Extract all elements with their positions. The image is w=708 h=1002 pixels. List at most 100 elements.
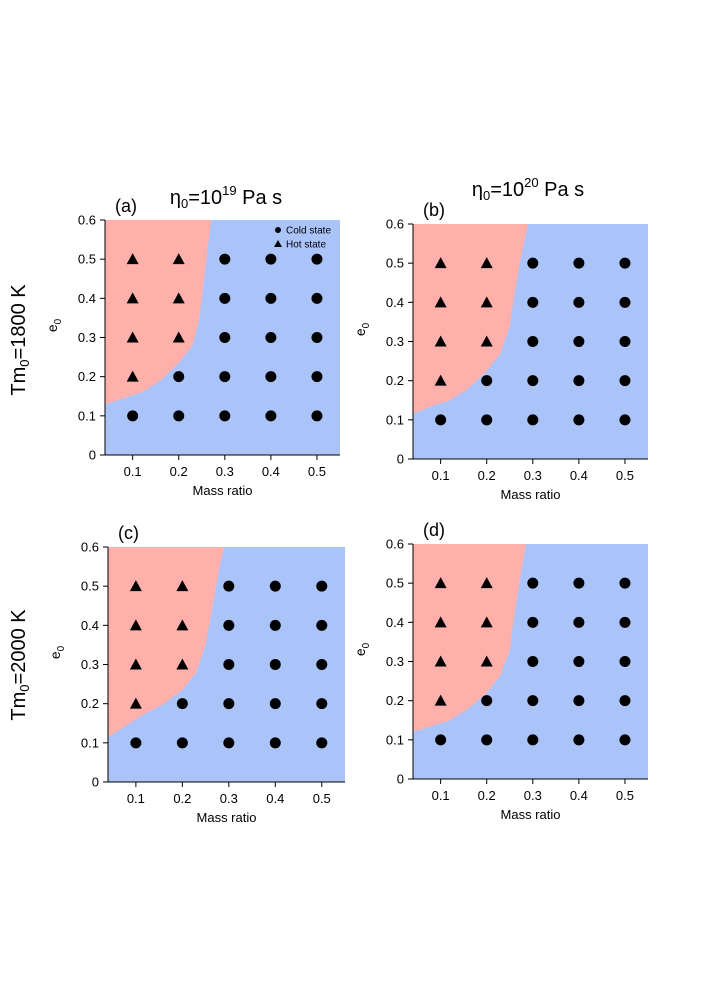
y-tick-label: 0.2 [81,696,99,711]
y-tick-label: 0.1 [81,735,99,750]
x-tick-label: 0.4 [570,788,588,803]
hot-region [108,547,225,737]
x-axis-label: Mass ratio [193,483,253,498]
cold-state-point [527,616,539,628]
row-header-1-sub: 0 [17,359,32,366]
hot-state-point [172,292,185,304]
hot-state-point [172,331,185,343]
cold-state-point [316,698,328,710]
column-header-2-sub: 0 [483,188,490,203]
cold-state-point [127,410,139,422]
column-header-1: η0=1019 Pa s [170,183,282,211]
hot-state-point [434,655,447,667]
cold-state-point [619,656,631,667]
cold-state-point [269,580,281,592]
cold-state-point [176,737,188,749]
hot-region [413,224,529,414]
cold-state-point [573,577,585,589]
y-tick-label: 0 [397,772,404,787]
hot-state-point [126,253,139,265]
x-tick-label: 0.2 [478,788,496,803]
hot-state-point [176,580,189,592]
y-axis-label: e0 [352,322,372,336]
x-tick-label: 0.3 [524,468,542,483]
panel-tag: (b) [423,200,445,220]
y-axis-label: e0 [47,645,67,659]
y-tick-label: 0.6 [78,213,96,228]
row-header-2-sub: 0 [17,684,32,691]
column-header-1-sub: 0 [181,196,188,211]
y-tick-label: 0.2 [78,369,96,384]
x-tick-label: 0.5 [616,788,634,803]
row-header-2-symbol: Tm [8,692,30,721]
cold-state-point [573,336,585,347]
cold-state-point [573,414,585,426]
column-header-1-exp: 19 [222,183,236,198]
cold-state-point [269,698,281,710]
y-tick-label: 0.1 [386,732,404,747]
cold-state-point [173,371,185,383]
cold-state-point [269,737,281,749]
y-tick-label: 0.4 [386,615,404,630]
cold-state-point [619,734,631,746]
y-axis-label: e0 [352,642,372,656]
cold-state-point [619,414,631,426]
x-axis-label: Mass ratio [197,810,257,825]
cold-state-point [223,619,235,631]
y-tick-label: 0.5 [386,576,404,591]
y-axis-label: e0 [44,318,64,332]
cold-state-point [219,410,231,422]
hot-state-point [480,616,493,628]
cold-state-point [619,336,631,347]
y-tick-label: 0.3 [78,330,96,345]
x-axis-label: Mass ratio [501,487,561,502]
hot-state-point [176,619,189,631]
cold-state-point [311,253,323,265]
hot-state-point [126,370,139,382]
cold-state-point [573,375,585,387]
legend-cold-marker [275,227,281,233]
cold-state-point [527,734,539,746]
y-tick-label: 0.4 [78,291,96,306]
cold-state-point [219,332,231,343]
x-tick-label: 0.1 [124,464,142,479]
cold-state-point [527,257,539,269]
cold-state-point [311,371,323,383]
cold-state-point [311,410,323,422]
cold-state-point [619,616,631,628]
panel-3: 0 0.1 0.2 0.3 0.4 0.5 0.6 0.1 0.2 0.3 0.4 0.5 Mass r… [47,523,345,825]
cold-state-point [173,410,185,422]
cold-state-point [573,734,585,746]
cold-state-point [481,375,493,387]
cold-state-point [265,371,277,383]
x-tick-label: 0.2 [173,791,191,806]
cold-state-point [619,695,631,707]
y-axis-label-base: e [352,328,368,336]
cold-state-point [573,656,585,667]
x-tick-label: 0.3 [216,464,234,479]
cold-state-point [130,737,142,749]
column-header-2-unit: Pa s [539,179,585,201]
hot-state-point [172,253,185,265]
x-axis-label: Mass ratio [501,807,561,822]
cold-state-point [265,253,277,265]
cold-state-point [176,698,188,710]
panel-1: 0 0.1 0.2 0.3 0.4 0.5 0.6 0.1 0.2 0.3 0.4 0.5 Mass r… [44,196,340,498]
x-tick-label: 0.1 [127,791,145,806]
x-tick-label: 0.5 [616,468,634,483]
hot-state-point [434,374,447,386]
y-tick-label: 0.3 [386,654,404,669]
cold-state-point [435,734,447,746]
column-header-2-symbol: η [472,179,483,201]
cold-state-point [316,580,328,592]
y-axis-label-sub: 0 [56,645,67,651]
panel-4: 0 0.1 0.2 0.3 0.4 0.5 0.6 0.1 0.2 0.3 0.4 0.5 Mass r… [352,520,648,822]
x-tick-label: 0.2 [478,468,496,483]
cold-state-point [311,292,323,304]
cold-state-point [435,414,447,426]
cold-state-point [619,375,631,387]
hot-state-point [434,257,447,269]
hot-state-point [126,292,139,304]
row-header-2: Tm0=2000 K [8,609,32,721]
row-header-1-value: =1800 K [8,284,30,360]
